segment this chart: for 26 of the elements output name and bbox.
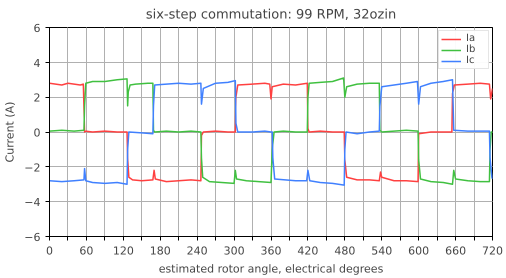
- y-tick-label: 2: [34, 92, 40, 105]
- y-tick-label: −4: [24, 196, 41, 210]
- y-tick-label: 4: [34, 56, 40, 70]
- x-tick-label: 600: [408, 244, 430, 258]
- x-tick-label: 720: [482, 244, 503, 258]
- x-tick-label: 60: [79, 244, 94, 258]
- x-tick-label: 120: [112, 244, 134, 258]
- x-tick-label: 420: [297, 244, 318, 258]
- x-tick-label: 300: [224, 244, 245, 258]
- y-tick-label: 6: [34, 22, 40, 35]
- x-tick-label: 360: [260, 244, 282, 258]
- y-tick-label: −2: [24, 161, 41, 174]
- legend-label: Ib: [466, 44, 476, 55]
- chart-title: six-step commutation: 99 RPM, 32ozin: [146, 8, 396, 22]
- x-tick-label: 540: [371, 244, 392, 258]
- y-axis-title: Current (A): [3, 102, 16, 162]
- x-tick-label: 0: [46, 244, 53, 258]
- legend-label: Ia: [466, 33, 476, 44]
- x-tick-label: 180: [150, 244, 171, 258]
- x-axis-title: estimated rotor angle, electrical degrees: [158, 262, 384, 276]
- y-tick-label: −6: [24, 231, 41, 244]
- x-tick-label: 480: [334, 244, 356, 258]
- legend-label: Ic: [466, 55, 476, 66]
- x-tick-label: 660: [445, 244, 466, 258]
- x-tick-label: 240: [186, 244, 208, 258]
- y-tick-label: 0: [34, 126, 40, 140]
